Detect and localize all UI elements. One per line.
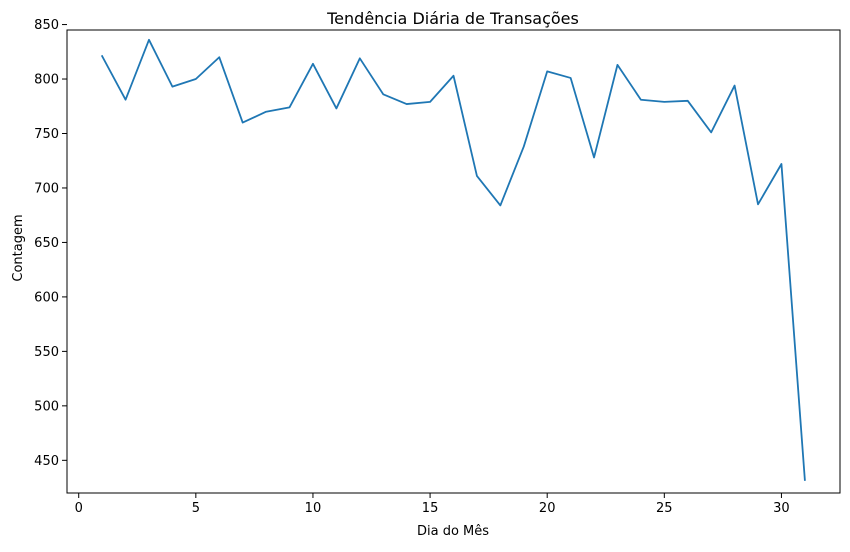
y-tick-label: 450 [34, 454, 59, 469]
x-axis-label: Dia do Mês [417, 524, 489, 539]
y-tick-label: 700 [34, 181, 59, 196]
y-tick-label: 550 [34, 345, 59, 360]
x-tick-label: 15 [422, 501, 439, 516]
y-axis-ticks: 450 500 550 600 650 700 750 800 850 [34, 18, 67, 469]
y-tick-label: 800 [34, 73, 59, 88]
x-tick-label: 0 [75, 501, 83, 516]
y-tick-label: 750 [34, 127, 59, 142]
x-axis-ticks: 0 5 10 15 20 25 30 [75, 493, 790, 516]
plot-area-frame [66, 29, 841, 494]
y-tick-label: 600 [34, 290, 59, 305]
series-layer [100, 38, 806, 481]
y-axis-label: Contagem [11, 214, 26, 281]
series-line-0 [100, 38, 806, 481]
y-tick-label: 500 [34, 399, 59, 414]
y-tick-label: 850 [34, 18, 59, 33]
x-tick-label: 10 [305, 501, 322, 516]
x-tick-label: 20 [539, 501, 556, 516]
x-tick-label: 30 [773, 501, 790, 516]
x-tick-label: 25 [656, 501, 673, 516]
x-tick-label: 5 [192, 501, 200, 516]
chart-title: Tendência Diária de Transações [326, 9, 579, 28]
y-tick-label: 650 [34, 236, 59, 251]
